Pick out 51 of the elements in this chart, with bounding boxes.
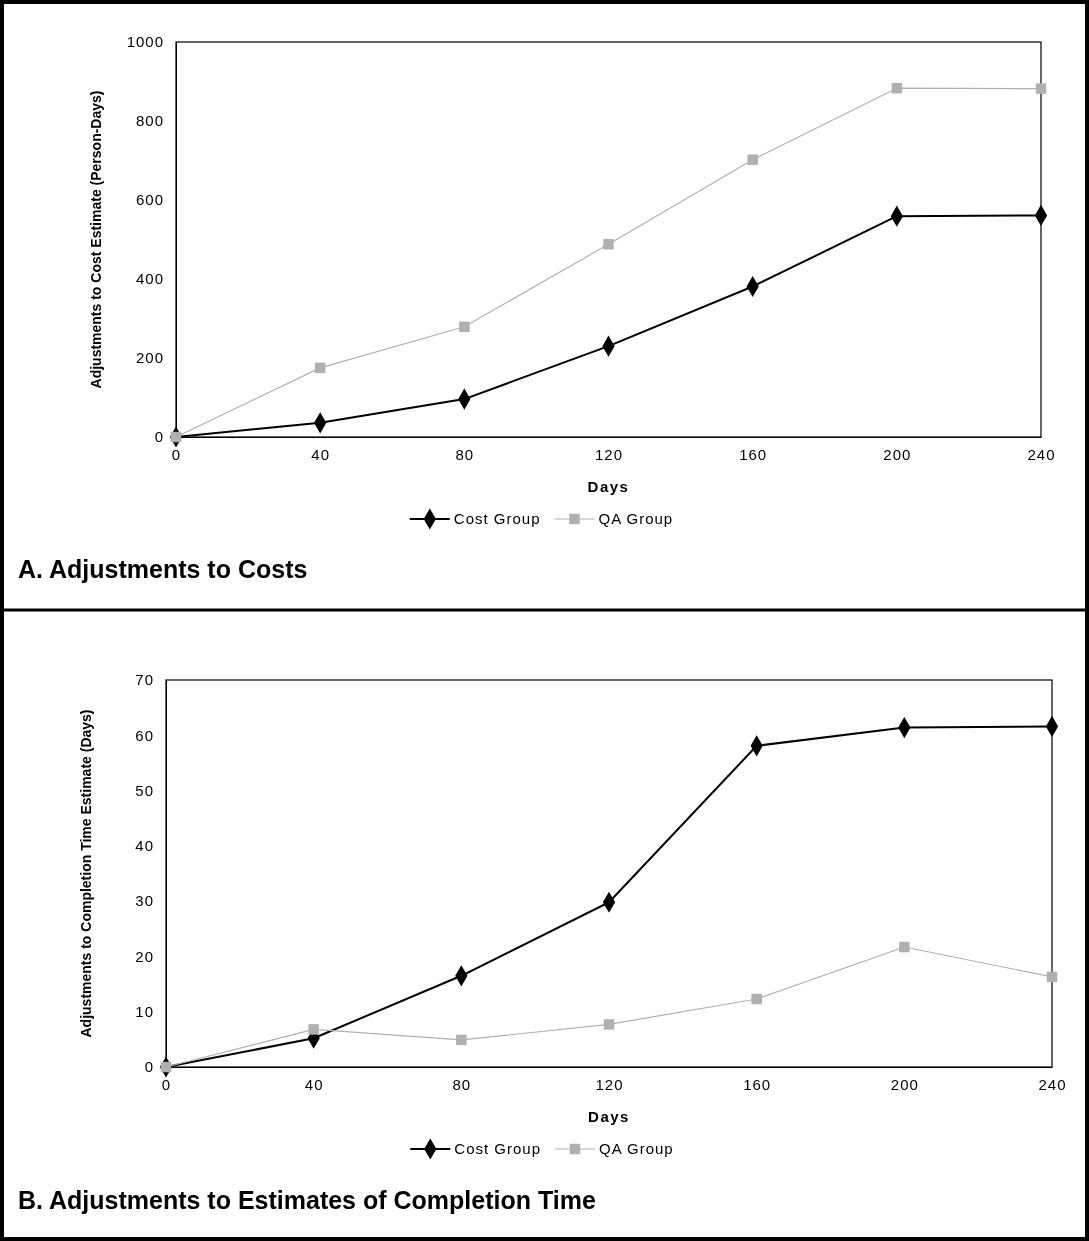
y-tick-label: 40	[135, 837, 154, 855]
point	[170, 431, 182, 443]
y-axis-title: Adjustments to Cost Estimate (Person-Days)	[88, 90, 104, 389]
legend-label: Cost Group	[454, 1140, 541, 1157]
y-axis-title: Adjustments to Completion Time Estimate (Days)	[78, 709, 94, 1038]
point	[1046, 971, 1058, 983]
x-tick-label: 40	[311, 445, 331, 463]
y-tick-label: 200	[135, 349, 164, 367]
y-tick-label: 1000	[126, 33, 164, 51]
x-tick-label: 200	[883, 445, 912, 463]
y-tick-label: 800	[135, 112, 164, 130]
y-tick-label: 20	[135, 947, 154, 965]
y-tick-label: 0	[154, 428, 164, 446]
text: B. Adjustments to Estimates of Completion Time	[18, 1186, 596, 1214]
point	[459, 321, 470, 333]
x-tick-label: 40	[304, 1075, 324, 1093]
x-tick-label: 160	[739, 445, 768, 463]
point	[751, 993, 762, 1005]
point	[160, 1061, 172, 1073]
y-tick-label: 0	[144, 1058, 154, 1076]
y-tick-label: 60	[135, 726, 154, 744]
point	[603, 1019, 615, 1030]
x-tick-label: 120	[594, 445, 624, 463]
legend-label: QA Group	[598, 510, 674, 527]
point	[308, 1024, 319, 1035]
legend-label: QA Group	[599, 1140, 674, 1157]
x-axis-title: Days	[587, 478, 630, 495]
point	[314, 362, 326, 374]
x-tick-label: 240	[1027, 445, 1056, 463]
x-tick-label: 120	[595, 1075, 624, 1093]
x-tick-label: 80	[452, 1075, 472, 1093]
y-tick-label: 70	[135, 671, 154, 689]
point	[899, 941, 910, 953]
point	[1035, 83, 1047, 94]
y-tick-label: 50	[135, 781, 154, 799]
x-tick-label: 200	[890, 1075, 919, 1093]
x-tick-label: 80	[455, 445, 475, 463]
y-tick-label: 400	[135, 270, 164, 288]
y-tick-label: 600	[135, 191, 164, 209]
point	[891, 82, 903, 94]
y-tick-label: 10	[135, 1003, 154, 1021]
y-tick-label: 30	[135, 892, 154, 910]
x-tick-label: 240	[1038, 1075, 1067, 1093]
text: A. Adjustments to Costs	[18, 555, 308, 583]
point	[603, 239, 614, 250]
x-tick-label: 160	[743, 1075, 772, 1093]
point	[747, 154, 758, 165]
point	[456, 1034, 467, 1046]
x-axis-title: Days	[588, 1108, 630, 1125]
x-tick-label: 0	[171, 445, 182, 463]
legend-label: Cost Group	[453, 510, 541, 527]
